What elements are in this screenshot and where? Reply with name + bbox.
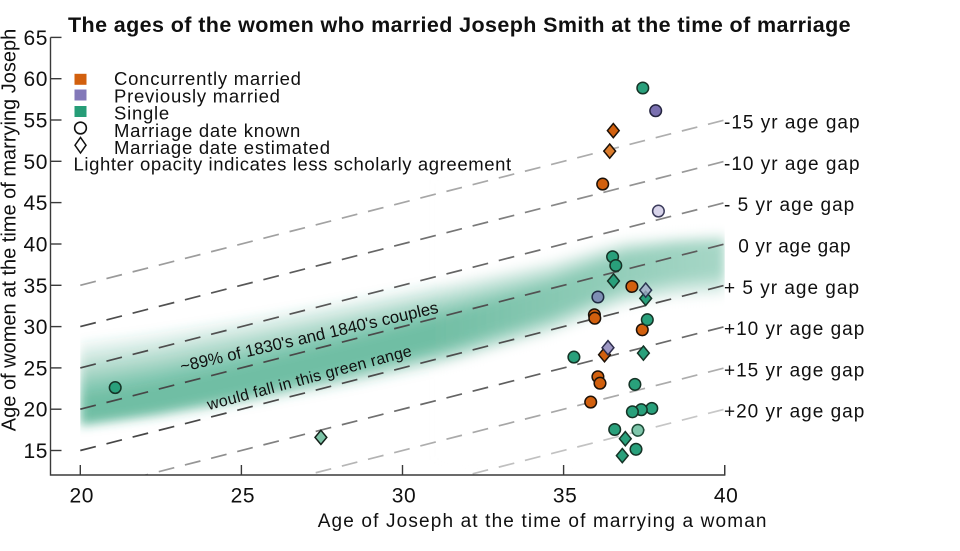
svg-text:+15 yr age gap: +15 yr age gap <box>724 360 865 381</box>
svg-text:30: 30 <box>23 316 48 339</box>
svg-text:20: 20 <box>70 485 95 508</box>
svg-text:35: 35 <box>23 275 48 298</box>
svg-text:+ 5 yr age gap: + 5 yr age gap <box>724 278 860 299</box>
svg-text:45: 45 <box>23 192 48 215</box>
svg-text:65: 65 <box>23 27 48 50</box>
svg-text:Marriage date estimated: Marriage date estimated <box>114 137 331 158</box>
svg-text:Lighter opacity indicates less: Lighter opacity indicates less scholarly… <box>74 154 512 175</box>
svg-text:0 yr age gap: 0 yr age gap <box>738 237 851 258</box>
svg-text:15: 15 <box>23 440 48 463</box>
svg-text:Age of women at the time of ma: Age of women at the time of marrying Jos… <box>0 29 21 431</box>
svg-text:55: 55 <box>23 110 48 133</box>
svg-text:30: 30 <box>392 485 417 508</box>
svg-text:20: 20 <box>23 399 48 422</box>
svg-text:-15 yr age gap: -15 yr age gap <box>724 113 861 134</box>
svg-text:50: 50 <box>23 151 48 174</box>
svg-text:35: 35 <box>553 485 578 508</box>
svg-text:40: 40 <box>23 234 48 257</box>
svg-text:Marriage date known: Marriage date known <box>114 120 301 141</box>
svg-text:25: 25 <box>231 485 256 508</box>
svg-text:60: 60 <box>23 68 48 91</box>
svg-text:Age of Joseph at the time of m: Age of Joseph at the time of marrying a … <box>318 511 768 532</box>
svg-text:Concurrently married: Concurrently married <box>114 68 302 89</box>
svg-text:40: 40 <box>714 485 739 508</box>
svg-text:+20 yr age gap: +20 yr age gap <box>724 402 865 423</box>
svg-text:+10 yr age gap: +10 yr age gap <box>724 319 865 340</box>
svg-text:Previously married: Previously married <box>114 85 281 106</box>
svg-text:- 5 yr age gap: - 5 yr age gap <box>724 195 855 216</box>
svg-text:Single: Single <box>114 103 170 124</box>
svg-text:25: 25 <box>23 357 48 380</box>
svg-text:The ages of the women who marr: The ages of the women who married Joseph… <box>68 13 851 37</box>
svg-text:-10 yr age gap: -10 yr age gap <box>724 154 861 175</box>
